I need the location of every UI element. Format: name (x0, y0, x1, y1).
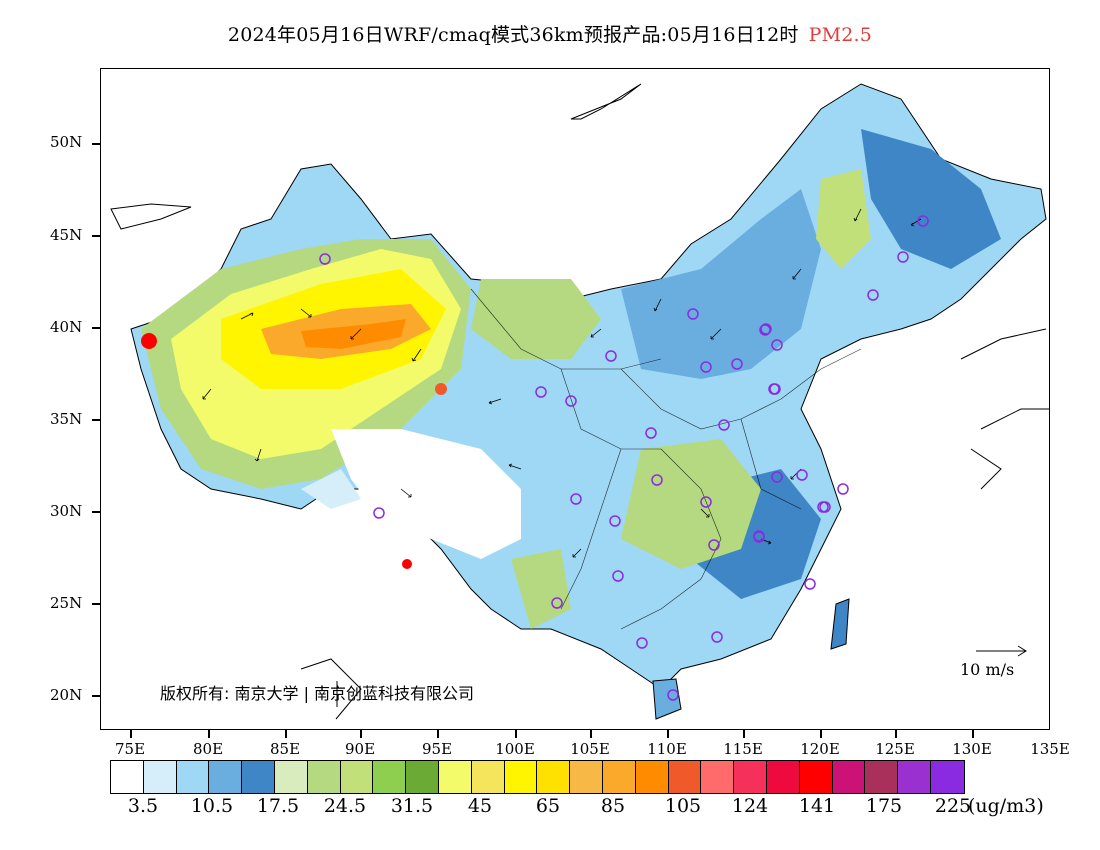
colorbar-swatch (635, 761, 669, 793)
map-title: 2024年05月16日WRF/cmaq模式36km预报产品:05月16日12时 P… (0, 20, 1100, 47)
lon-label-100e: 100E (495, 740, 535, 758)
colorbar-swatch (209, 761, 243, 793)
species-label: PM2.5 (808, 24, 873, 46)
pm25-map (110, 83, 1049, 720)
lon-label-125e: 125E (875, 740, 915, 758)
colorbar-swatch (701, 761, 735, 793)
colorbar-label: 141 (798, 795, 836, 817)
colorbar-swatch (406, 761, 439, 793)
colorbar-swatch (898, 761, 931, 793)
colorbar-label: 225 (934, 795, 972, 817)
colorbar-label: 10.5 (190, 795, 234, 817)
lat-label-35n: 35N (50, 410, 83, 428)
lon-label-135e: 135E (1030, 740, 1070, 758)
lon-label-85e: 85E (269, 740, 301, 758)
colorbar-label: 17.5 (256, 795, 300, 817)
colorbar-label: 105 (664, 795, 702, 817)
colorbar-label: 65 (535, 795, 561, 817)
lon-tick (972, 730, 974, 738)
colorbar-label: 3.5 (127, 795, 159, 817)
lat-tick (92, 419, 100, 421)
lon-label-110e: 110E (647, 740, 687, 758)
colorbar (110, 760, 965, 794)
lon-label-130e: 130E (952, 740, 992, 758)
colorbar-swatch (111, 761, 144, 793)
colorbar-swatch (865, 761, 899, 793)
colorbar-swatch (766, 761, 800, 793)
colorbar-swatch (143, 761, 177, 793)
colorbar-swatch (176, 761, 210, 793)
lon-tick (895, 730, 897, 738)
city-markers (319, 215, 929, 701)
colorbar-swatch (832, 761, 866, 793)
lon-tick (360, 730, 362, 738)
lon-tick (130, 730, 132, 738)
lon-label-120e: 120E (800, 740, 840, 758)
lat-label-25n: 25N (50, 594, 83, 612)
lat-tick (92, 143, 100, 145)
colorbar-swatch (307, 761, 341, 793)
lon-tick (743, 730, 745, 738)
wind-reference-label: 10 m/s (960, 660, 1015, 679)
colorbar-swatch (799, 761, 833, 793)
lat-label-20n: 20N (50, 686, 83, 704)
colorbar-label: 85 (600, 795, 626, 817)
lat-tick (92, 603, 100, 605)
lat-label-50n: 50N (50, 133, 83, 151)
colorbar-unit: (ug/m3) (968, 795, 1044, 817)
lon-tick (285, 730, 287, 738)
colorbar-swatch (504, 761, 538, 793)
colorbar-swatch (438, 761, 472, 793)
map-area[interactable] (100, 68, 1050, 730)
colorbar-swatch (373, 761, 407, 793)
colorbar-swatch (340, 761, 374, 793)
lat-label-30n: 30N (50, 502, 83, 520)
lon-tick (208, 730, 210, 738)
title-text: 2024年05月16日WRF/cmaq模式36km预报产品:05月16日12时 (227, 24, 799, 46)
lat-tick (92, 235, 100, 237)
colorbar-swatch (602, 761, 636, 793)
lon-tick (820, 730, 822, 738)
colorbar-swatch (668, 761, 702, 793)
lon-label-95e: 95E (421, 740, 453, 758)
colorbar-label: 175 (865, 795, 903, 817)
lon-tick (590, 730, 592, 738)
colorbar-swatch (471, 761, 505, 793)
colorbar-swatch (537, 761, 571, 793)
lat-tick (92, 327, 100, 329)
colorbar-label: 124 (731, 795, 769, 817)
lon-tick (515, 730, 517, 738)
lon-tick (667, 730, 669, 738)
lon-label-115e: 115E (723, 740, 763, 758)
copyright-text: 版权所有: 南京大学 | 南京创蓝科技有限公司 (160, 684, 475, 703)
lon-tick (437, 730, 439, 738)
lat-tick (92, 511, 100, 513)
colorbar-swatch (242, 761, 275, 793)
colorbar-swatch (734, 761, 767, 793)
lon-label-75e: 75E (114, 740, 146, 758)
lon-label-90e: 90E (344, 740, 376, 758)
colorbar-swatch (570, 761, 603, 793)
lat-tick (92, 695, 100, 697)
lat-label-40n: 40N (50, 318, 83, 336)
lat-label-45n: 45N (50, 226, 83, 244)
lon-label-80e: 80E (192, 740, 224, 758)
wind-arrows (202, 208, 922, 558)
colorbar-swatch (930, 761, 964, 793)
colorbar-swatch (274, 761, 308, 793)
colorbar-label: 31.5 (390, 795, 434, 817)
colorbar-label: 45 (467, 795, 493, 817)
colorbar-label: 24.5 (323, 795, 367, 817)
lon-label-105e: 105E (570, 740, 610, 758)
